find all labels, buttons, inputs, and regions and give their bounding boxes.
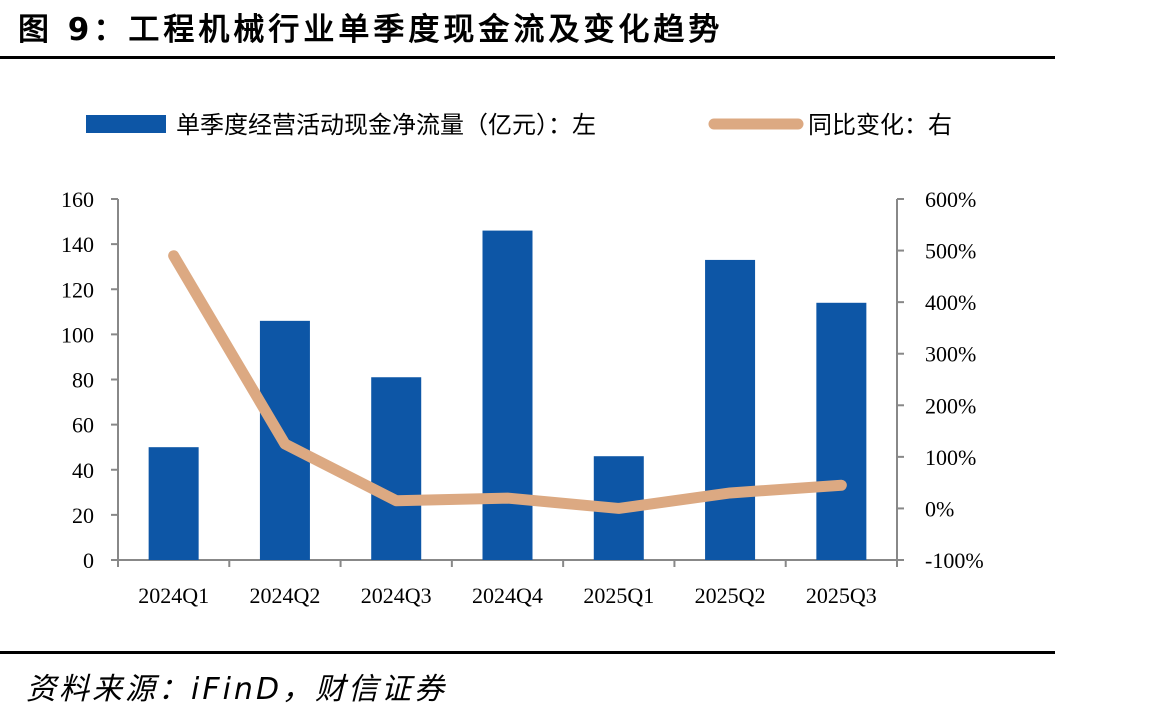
left-tick-label: 20	[72, 503, 94, 528]
x-tick-label: 2025Q1	[583, 583, 654, 608]
source-note: 资料来源：iFinD，财信证券	[26, 672, 448, 707]
page-title: 图 9：工程机械行业单季度现金流及变化趋势	[18, 12, 724, 48]
x-tick-label: 2024Q3	[361, 583, 432, 608]
bar	[482, 230, 533, 560]
right-tick-label: 100%	[925, 445, 976, 470]
right-tick-label: 500%	[925, 239, 976, 264]
right-tick-label: 400%	[925, 290, 976, 315]
bar	[371, 377, 422, 560]
x-tick-label: 2024Q4	[472, 583, 543, 608]
title-rule	[0, 56, 1055, 59]
x-tick-label: 2025Q2	[695, 583, 766, 608]
line-point	[617, 507, 620, 510]
left-tick-label: 120	[61, 277, 94, 302]
line-point	[729, 491, 732, 494]
left-tick-label: 80	[72, 368, 94, 393]
right-tick-label: 600%	[925, 187, 976, 212]
bar	[705, 259, 756, 560]
legend-swatch-bar	[86, 115, 166, 133]
axes: 0 20 40 60 80 100 120 140 160 -100% 0% 100% 200% 300%…	[61, 187, 984, 608]
x-tick-label: 2025Q3	[806, 583, 877, 608]
left-tick-label: 100	[61, 322, 94, 347]
bar	[148, 447, 199, 560]
line-point	[172, 254, 175, 257]
line-point	[840, 484, 843, 487]
line-series	[168, 250, 847, 514]
legend-label-line: 同比变化：右	[808, 111, 952, 139]
left-tick-label: 0	[83, 548, 94, 573]
left-tick-label: 140	[61, 232, 94, 257]
right-tick-label: 300%	[925, 342, 976, 367]
legend: 单季度经营活动现金净流量（亿元）：左 同比变化：右	[86, 111, 952, 139]
left-tick-label: 60	[72, 413, 94, 438]
right-tick-label: 0%	[925, 496, 954, 521]
left-tick-label: 40	[72, 458, 94, 483]
legend-label-bar: 单季度经营活动现金净流量（亿元）：左	[176, 111, 596, 139]
line-point	[395, 499, 398, 502]
x-tick-label: 2024Q1	[138, 583, 209, 608]
line-point	[506, 497, 509, 500]
footer-rule	[0, 651, 1055, 654]
right-tick-label: 200%	[925, 393, 976, 418]
x-tick-label: 2024Q2	[249, 583, 320, 608]
right-tick-label: -100%	[925, 548, 984, 573]
bar	[816, 302, 867, 560]
left-tick-label: 160	[61, 187, 94, 212]
line-point	[283, 442, 286, 445]
